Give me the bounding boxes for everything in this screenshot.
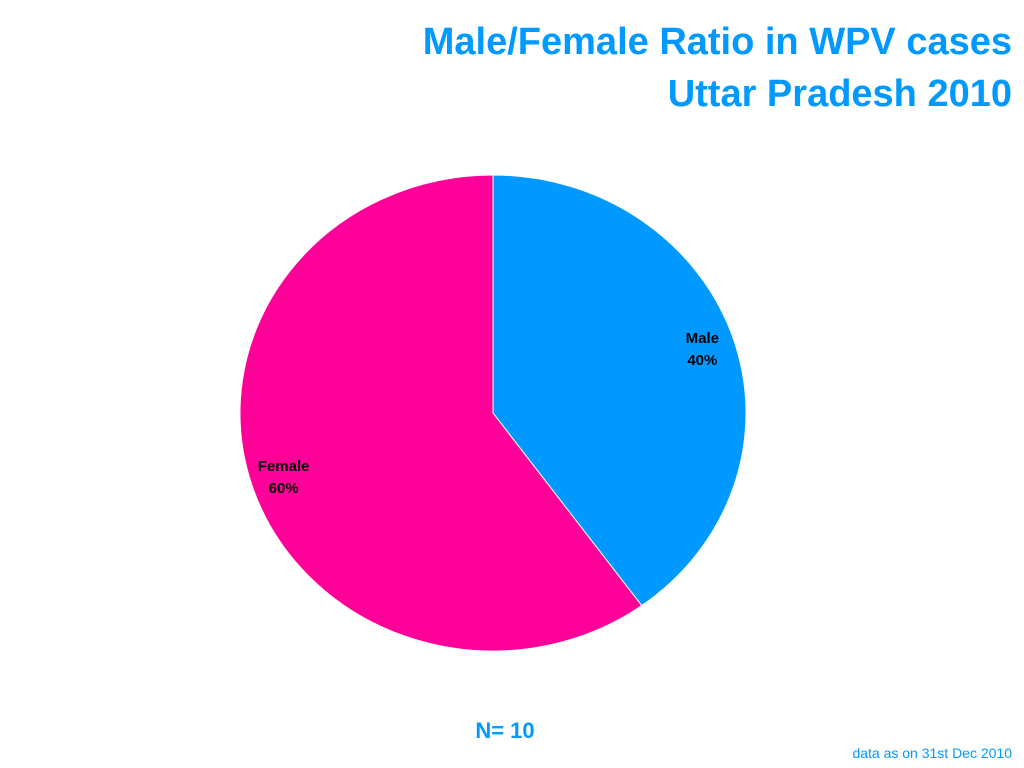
slice-category-label: Female (258, 458, 310, 475)
slice-value-label: 60% (269, 480, 299, 497)
data-date-note: data as on 31st Dec 2010 (852, 745, 1012, 761)
chart-subtitle: Uttar Pradesh 2010 (668, 73, 1012, 115)
pie-slice (239, 174, 643, 652)
slice-value-label: 40% (687, 352, 717, 369)
sample-size: N= 10 (475, 718, 534, 743)
chart-title: Male/Female Ratio in WPV cases (423, 21, 1012, 63)
pie (239, 174, 747, 652)
pie-slice (492, 174, 747, 607)
slice-category-label: Male (686, 330, 719, 347)
